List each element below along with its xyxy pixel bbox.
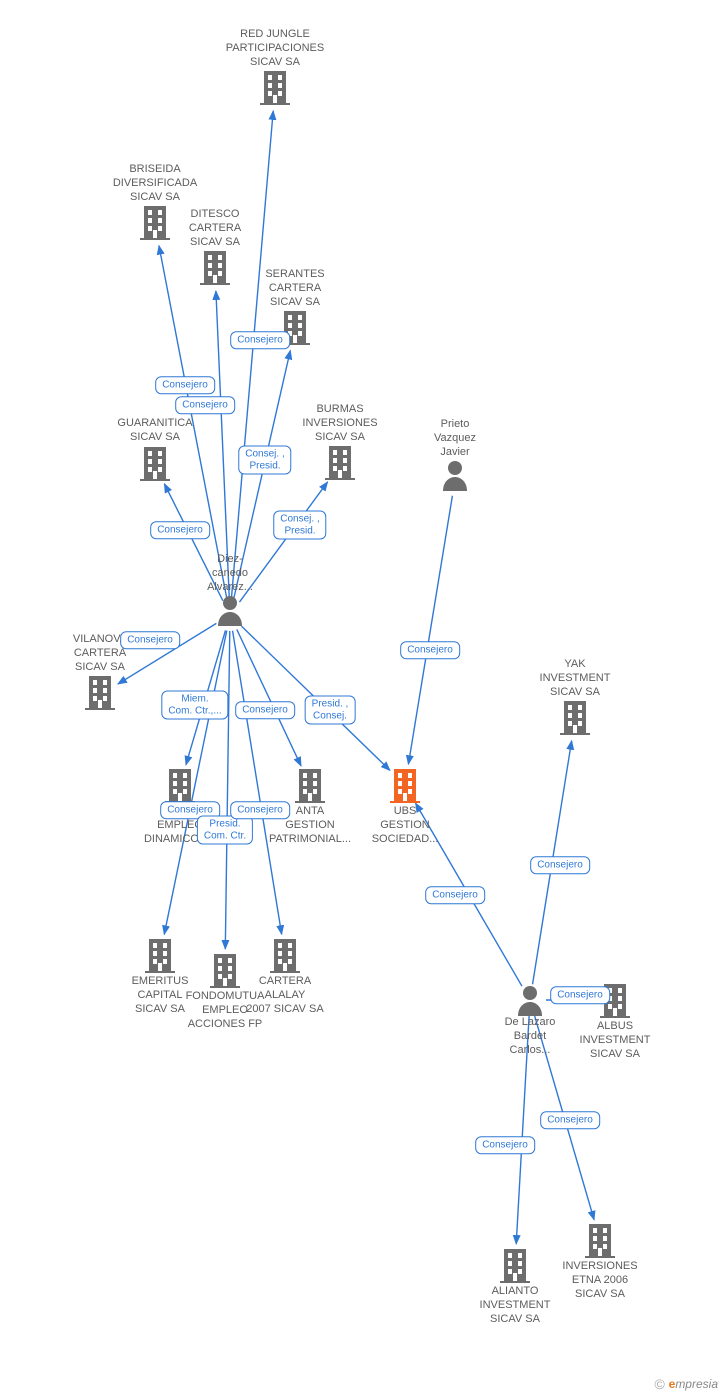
node-label: PrietoVazquezJavier: [400, 418, 510, 459]
edge-label: Consejero: [230, 331, 290, 349]
node-label: CARTERAALALAY2007 SICAV SA: [230, 975, 340, 1016]
building-node[interactable]: UBSGESTIONSOCIEDAD...: [350, 767, 460, 846]
edge-label: Consejero: [120, 631, 180, 649]
node-label: Diez-canedoAlvarez...: [175, 553, 285, 594]
edge-label: Consejero: [540, 1111, 600, 1129]
edge-line: [237, 629, 301, 766]
edge-label: Presid.Com. Ctr.: [197, 816, 253, 845]
person-node[interactable]: Diez-canedoAlvarez...: [175, 553, 285, 626]
edge-label: Consejero: [530, 856, 590, 874]
node-label: RED JUNGLEPARTICIPACIONESSICAV SA: [220, 28, 330, 69]
edge-label: Consejero: [155, 376, 215, 394]
node-label: YAKINVESTMENTSICAV SA: [520, 658, 630, 699]
watermark: © empresia: [654, 1376, 718, 1392]
edge-label: Consej. ,Presid.: [273, 511, 326, 540]
building-node[interactable]: BURMASINVERSIONESSICAV SA: [285, 401, 395, 480]
node-label: SERANTESCARTERASICAV SA: [240, 268, 350, 309]
building-node[interactable]: RED JUNGLEPARTICIPACIONESSICAV SA: [220, 26, 330, 105]
watermark-brand-rest: mpresia: [675, 1377, 718, 1391]
copyright-symbol: ©: [654, 1376, 664, 1392]
edge-label: Consejero: [150, 521, 210, 539]
node-label: INVERSIONESETNA 2006SICAV SA: [545, 1260, 655, 1301]
building-node[interactable]: YAKINVESTMENTSICAV SA: [520, 656, 630, 735]
node-label: ALBUSINVESTMENTSICAV SA: [560, 1020, 670, 1061]
edge-label: Presid. ,Consej.: [305, 696, 356, 725]
node-label: BRISEIDADIVERSIFICADASICAV SA: [100, 163, 210, 204]
node-label: UBSGESTIONSOCIEDAD...: [350, 805, 460, 846]
edge-label: Miem.Com. Ctr.,...: [161, 691, 228, 720]
edge-label: Consejero: [475, 1136, 535, 1154]
building-node[interactable]: CARTERAALALAY2007 SICAV SA: [230, 937, 340, 1016]
node-label: GUARANITICASICAV SA: [100, 417, 210, 445]
edge-label: Consejero: [550, 986, 610, 1004]
node-label: BURMASINVERSIONESSICAV SA: [285, 403, 395, 444]
edge-label: Consejero: [230, 801, 290, 819]
edge-label: Consejero: [400, 641, 460, 659]
edge-line: [231, 111, 273, 599]
building-node[interactable]: INVERSIONESETNA 2006SICAV SA: [545, 1222, 655, 1301]
node-label: DITESCOCARTERASICAV SA: [160, 208, 270, 249]
edge-label: Consejero: [425, 886, 485, 904]
edge-label: Consejero: [175, 396, 235, 414]
edge-label: Consej. ,Presid.: [238, 446, 291, 475]
building-node[interactable]: GUARANITICASICAV SA: [100, 415, 210, 481]
edge-label: Consejero: [235, 701, 295, 719]
person-node[interactable]: PrietoVazquezJavier: [400, 418, 510, 491]
edge-line: [408, 496, 452, 764]
